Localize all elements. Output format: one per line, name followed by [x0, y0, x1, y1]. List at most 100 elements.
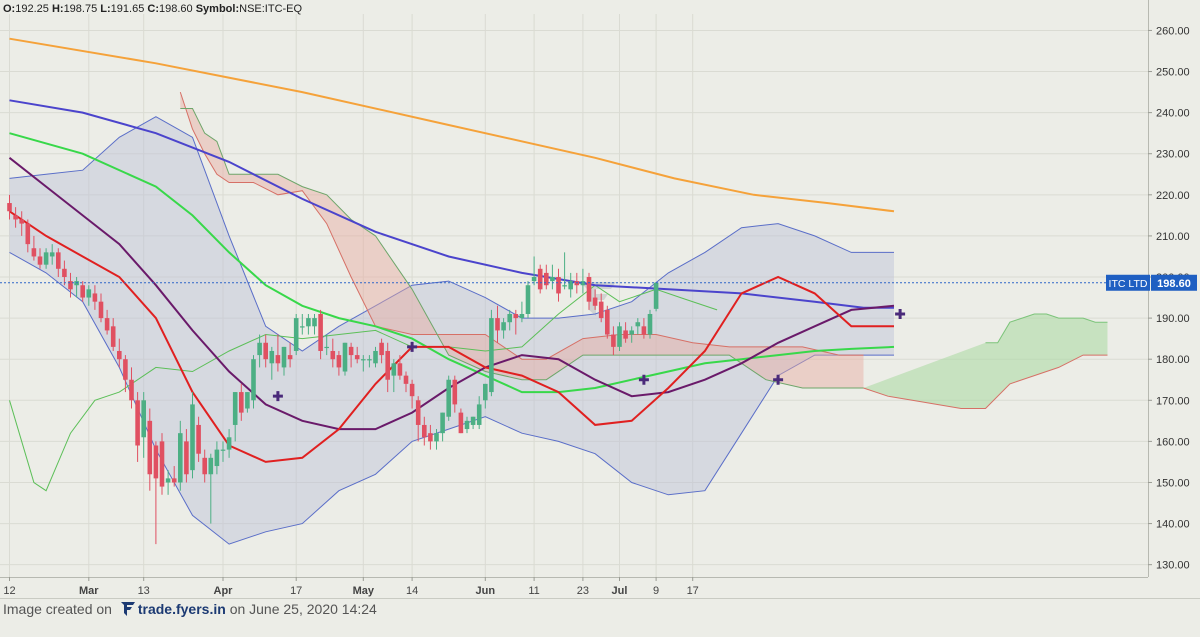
candle-body	[568, 281, 573, 290]
candle-down	[123, 355, 128, 393]
candle-body	[391, 363, 397, 376]
candle-up	[190, 392, 195, 479]
candle-down	[171, 466, 177, 487]
candle-body	[37, 256, 43, 265]
candle-body	[202, 457, 207, 475]
candle-up	[208, 453, 214, 524]
candle-body	[129, 379, 134, 401]
candle-up	[531, 256, 537, 286]
candle-down	[25, 219, 31, 253]
low-value: 191.65	[110, 3, 145, 15]
candle-up	[476, 396, 482, 430]
chart-area[interactable]: 130.00 140.00 150.00 160.00 170.00 180.00 190.…	[0, 0, 1200, 599]
candle-body	[537, 268, 543, 290]
price-label-name: ITC LTD	[1109, 278, 1148, 290]
candle-up	[312, 313, 317, 335]
candle-body	[214, 449, 220, 467]
candle-down	[379, 338, 384, 364]
candle-body	[586, 277, 592, 302]
candle-down	[202, 449, 207, 483]
y-tick-label: 250.00	[1156, 67, 1190, 79]
candle-body	[263, 342, 268, 360]
candle-down	[13, 207, 18, 228]
candle-down	[354, 346, 360, 364]
bollinger-band-fill	[9, 116, 894, 545]
x-tick-label: 11	[528, 585, 539, 597]
candle-down	[147, 408, 153, 491]
candle-body	[220, 449, 226, 451]
candle-down	[287, 342, 293, 368]
candle-body	[184, 441, 189, 475]
candle-body	[147, 420, 153, 475]
candle-body	[318, 313, 323, 351]
candle-body	[495, 318, 500, 331]
candle-up	[629, 326, 634, 343]
y-tick-label: 210.00	[1156, 231, 1190, 243]
candle-up	[251, 355, 256, 409]
candle-body	[409, 383, 415, 397]
candle-body	[647, 313, 653, 335]
candle-up	[178, 420, 183, 491]
candle-body	[428, 433, 433, 442]
cross-marker	[272, 391, 283, 402]
candlestick-chart[interactable]: 130.00 140.00 150.00 160.00 170.00 180.00 190.…	[0, 0, 1200, 598]
candle-body	[123, 359, 128, 380]
plot-background	[0, 0, 1148, 577]
candle-down	[513, 309, 519, 335]
candle-down	[62, 260, 67, 286]
candle-body	[19, 219, 24, 224]
candle-up	[141, 392, 146, 458]
candle-body	[415, 400, 421, 425]
candle-body	[110, 326, 116, 347]
candle-down	[19, 211, 24, 236]
y-tick-label: 230.00	[1156, 149, 1190, 161]
candle-body	[580, 281, 586, 286]
candle-body	[361, 359, 366, 361]
candle-body	[489, 318, 494, 393]
candle-body	[98, 301, 104, 319]
candle-down	[623, 322, 628, 343]
footer-brand-link[interactable]: trade.fyers.in	[137, 601, 226, 617]
candle-down	[92, 285, 98, 310]
candle-body	[653, 282, 659, 309]
y-tick-label: 170.00	[1156, 395, 1190, 407]
moving-average-green	[9, 132, 895, 394]
candle-body	[483, 383, 488, 401]
candle-up	[49, 244, 55, 265]
candle-down	[336, 350, 342, 376]
candle-body	[458, 412, 464, 434]
close-label: C:	[147, 3, 159, 15]
symbol-value: NSE:ITC-EQ	[239, 3, 303, 15]
candle-up	[617, 322, 622, 351]
candle-up	[324, 334, 329, 356]
candle-body	[562, 285, 567, 287]
lagging-span-line	[9, 284, 718, 492]
candle-body	[617, 326, 622, 347]
candle-body	[281, 346, 287, 368]
candle-down	[110, 318, 116, 351]
candle-up	[580, 268, 586, 294]
candle-up	[647, 309, 653, 339]
candle-down	[196, 416, 201, 462]
price-label-value-bg	[1151, 274, 1197, 291]
symbol-label: Symbol:	[195, 3, 240, 15]
candle-body	[31, 248, 37, 257]
candle-down	[544, 264, 549, 290]
candle-down	[263, 334, 268, 368]
candle-up	[367, 355, 372, 368]
candle-body	[452, 379, 458, 405]
candle-body	[330, 350, 336, 360]
candle-body	[153, 445, 159, 479]
candle-body	[92, 293, 98, 302]
candle-body	[190, 404, 195, 471]
candle-down	[403, 371, 409, 393]
candle-down	[104, 309, 110, 335]
future-cloud-line-b	[863, 354, 1108, 409]
ohlc-readout: O:192.25 H:198.75 L:191.65 C:198.60 Symb…	[3, 3, 302, 15]
candle-body	[434, 433, 439, 442]
candle-down	[153, 441, 159, 545]
candle-body	[342, 342, 348, 372]
candle-body	[293, 318, 299, 351]
x-tick-label: 14	[406, 585, 418, 597]
candle-down	[7, 194, 12, 220]
